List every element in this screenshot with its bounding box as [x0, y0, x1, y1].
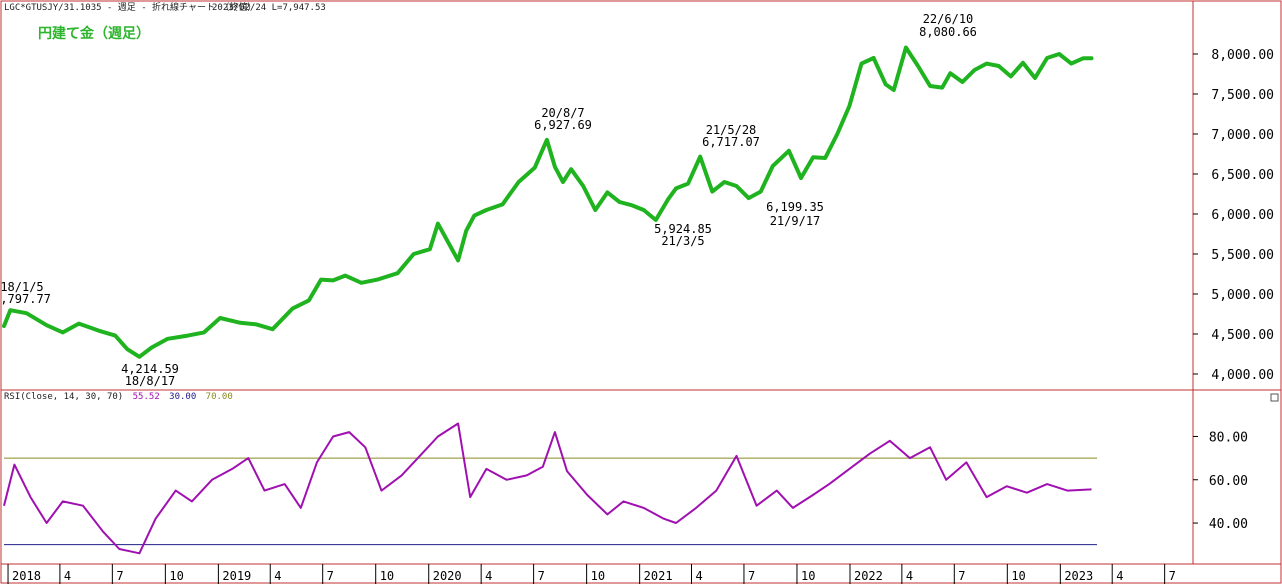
x-tick-label: 4	[485, 569, 492, 583]
x-axis-ticks: 2018 4 7 10 2019 4 7 10 2020 4 7 10 2021 4 7 10 2022 4 7 10…	[7, 564, 1176, 584]
price-y-tick-label: 8,000.00	[1211, 48, 1274, 63]
price-series-line	[2, 45, 1094, 359]
rsi-y-ticks: 40.00 60.00 80.00	[1193, 430, 1248, 532]
annotation-line-1: 5,924.85	[654, 222, 712, 236]
price-y-tick-label: 6,000.00	[1211, 208, 1274, 223]
annotation-line-2: 18/8/17	[125, 374, 176, 388]
x-tick-label: 2023	[1064, 569, 1093, 583]
x-tick-label: 4	[696, 569, 703, 583]
annotation-line-1: 20/8/7	[541, 106, 584, 120]
x-tick-label: 10	[801, 569, 815, 583]
annotation-line-2: 8,080.66	[919, 25, 977, 39]
x-tick-label: 2022	[854, 569, 883, 583]
price-y-ticks: 4,000.00 4,500.00 5,000.00 5,500.00 6,000.00…	[1193, 48, 1274, 383]
annotation-line-1: 4,214.59	[121, 362, 179, 376]
rsi-header-value: 55.52	[133, 392, 160, 402]
x-tick-label: 7	[538, 569, 545, 583]
rsi-reference-lines	[4, 457, 1097, 546]
x-tick-label: 7	[116, 569, 123, 583]
annotation-line-1: 18/1/5	[0, 280, 43, 294]
price-y-tick-label: 5,000.00	[1211, 288, 1274, 303]
x-tick-label: 4	[274, 569, 281, 583]
x-tick-label: 4	[64, 569, 71, 583]
price-y-tick-label: 4,500.00	[1211, 328, 1274, 343]
x-tick-label: 4	[906, 569, 913, 583]
symbol-header: LGC*GTUSJY/31.1035 - 週足 - 折れ線チャート （終値）	[4, 1, 256, 13]
scroll-handle[interactable]	[1270, 393, 1279, 402]
rsi-header-low: 30.00	[169, 392, 196, 402]
x-tick-label: 7	[327, 569, 334, 583]
rsi-header: RSI(Close, 14, 30, 70) 55.52 30.00 70.00	[4, 392, 233, 402]
x-tick-label: 2019	[222, 569, 251, 583]
annotation-line-1: 21/5/28	[706, 123, 757, 137]
x-tick-label: 7	[958, 569, 965, 583]
x-tick-label: 10	[1011, 569, 1025, 583]
annotation-line-2: 4,797.77	[0, 292, 51, 306]
annotation-line-2: 6,717.07	[702, 135, 760, 149]
rsi-y-tick-label: 80.00	[1209, 430, 1248, 445]
rsi-header-label: RSI(Close, 14, 30, 70)	[4, 392, 123, 402]
date-header: 2023/02/24 L=7,947.53	[212, 3, 326, 13]
x-tick-label: 4	[1116, 569, 1123, 583]
x-tick-label: 7	[748, 569, 755, 583]
x-tick-label: 10	[169, 569, 183, 583]
x-tick-label: 10	[380, 569, 394, 583]
chart-title: 円建て金（週足）	[38, 25, 150, 42]
price-y-tick-label: 5,500.00	[1211, 248, 1274, 263]
rsi-header-high: 70.00	[206, 392, 233, 402]
price-y-tick-label: 7,500.00	[1211, 88, 1274, 103]
x-tick-label: 2020	[433, 569, 462, 583]
annotation-line-2: 21/9/17	[770, 214, 821, 228]
rsi-series-line	[3, 422, 1092, 555]
annotation-line-1: 22/6/10	[923, 12, 974, 26]
x-tick-label: 2021	[644, 569, 673, 583]
x-tick-label: 7	[1169, 569, 1176, 583]
annotation-line-2: 21/3/5	[661, 234, 704, 248]
x-tick-label: 10	[591, 569, 605, 583]
price-y-tick-label: 7,000.00	[1211, 128, 1274, 143]
rsi-y-tick-label: 40.00	[1209, 517, 1248, 532]
annotation-line-2: 6,927.69	[534, 118, 592, 132]
annotation-line-1: 6,199.35	[766, 200, 824, 214]
x-tick-label: 2018	[12, 569, 41, 583]
price-y-tick-label: 4,000.00	[1211, 368, 1274, 383]
price-y-tick-label: 6,500.00	[1211, 168, 1274, 183]
rsi-y-tick-label: 60.00	[1209, 474, 1248, 489]
